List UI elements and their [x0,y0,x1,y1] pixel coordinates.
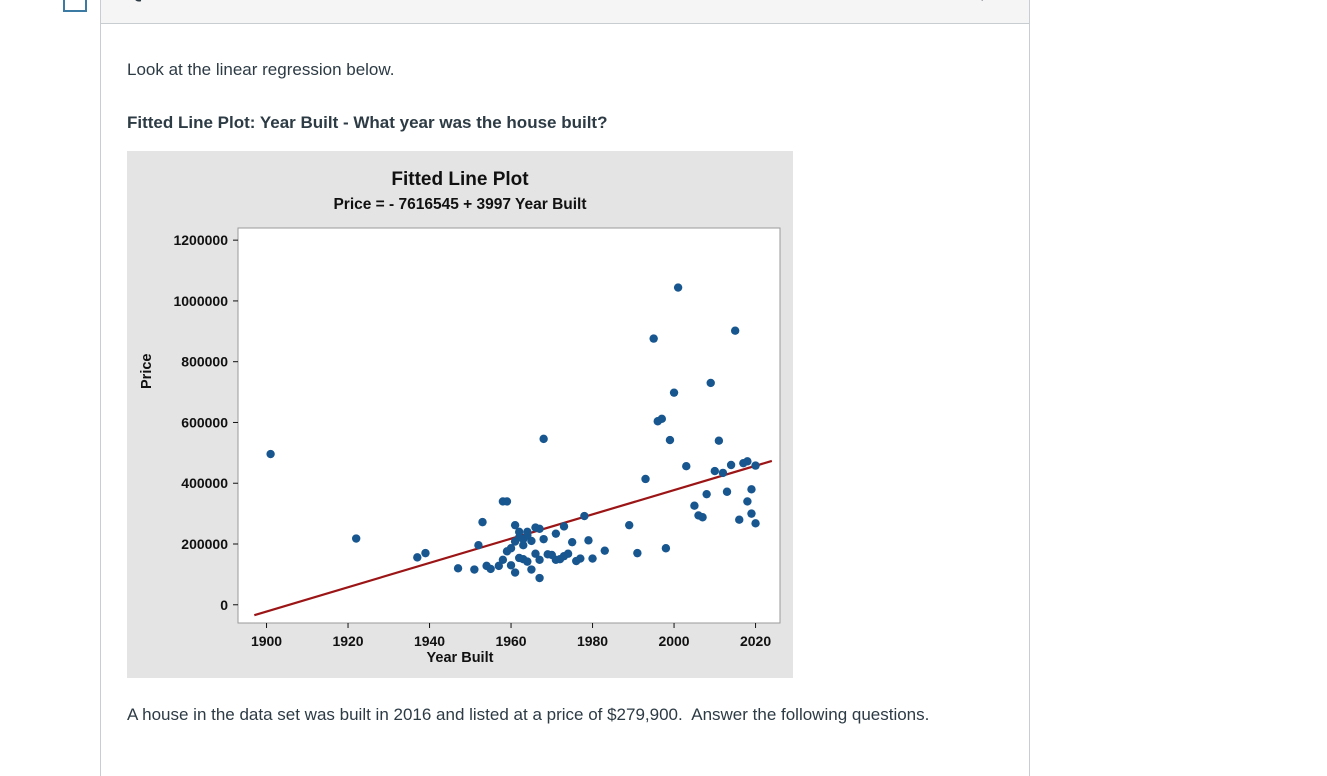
scatter-point [584,536,593,545]
scatter-point [665,436,675,445]
scatter-point [751,519,760,528]
scatter-point [510,521,520,530]
x-tick-label: 2000 [658,633,689,649]
scatter-point [527,565,536,575]
scatter-point [523,557,532,567]
scatter-point [673,283,683,293]
scatter-point [351,534,361,544]
y-tick-label: 1000000 [173,293,228,309]
scatter-point [641,475,650,484]
scatter-point [519,541,528,550]
scatter-point [531,549,540,559]
scatter-point [747,509,756,519]
scatter-point [567,538,577,547]
scatter-point [498,555,508,565]
scatter-point [718,468,728,478]
scatter-point [702,490,711,499]
scatter-point [527,537,536,546]
x-tick-label: 1900 [251,633,282,649]
scatter-point [502,497,512,506]
scatter-point [743,497,752,506]
x-tick-label: 1940 [414,633,445,649]
scatter-point [539,535,548,544]
scatter-point [751,461,760,471]
scatter-point [478,518,487,527]
scatter-point [661,544,671,553]
scatter-point [514,527,524,537]
scatter-point [563,549,573,559]
scatter-point [669,388,679,398]
scatter-point [747,485,756,494]
question-body: Look at the linear regression below. Fit… [101,24,1029,776]
y-tick-label: 800000 [181,354,228,370]
y-tick-label: 0 [220,597,228,613]
scatter-point [535,555,544,565]
scatter-point [510,568,520,578]
scatter-point [576,554,585,564]
scatter-point [722,487,732,497]
scatter-point [710,467,719,476]
scatter-point [600,546,609,556]
question-points: 2 pts [966,0,1003,2]
x-tick-label: 1920 [332,633,363,649]
scatter-point [523,527,532,537]
scatter-point [730,326,740,336]
scatter-point [559,522,569,531]
x-tick-label: 2020 [740,633,771,649]
question-title: Question 5 [127,0,237,3]
scatter-point [535,524,544,534]
prompt-heading: Fitted Line Plot: Year Built - What year… [127,112,608,132]
chart-subtitle: Price = - 7616545 + 3997 Year Built [333,196,587,214]
scatter-point [266,450,275,459]
y-tick-label: 400000 [181,476,228,492]
scatter-point [649,334,658,344]
scatter-point [625,521,634,530]
scatter-point [714,436,724,446]
scatter-point [735,515,744,525]
y-tick-label: 600000 [181,415,228,431]
scatter-plot-canvas: 0 200000 400000 600000 800000 1000000 1200000 1… [173,227,781,649]
chart-title: Fitted Line Plot [391,169,529,191]
scatter-point [535,574,544,583]
scatter-point [470,565,479,575]
scatter-point [506,561,516,570]
scatter-point [551,529,561,539]
scatter-point [421,549,430,558]
x-tick-label: 1980 [577,633,608,649]
scatter-point [413,553,422,562]
plot-frame [237,227,781,624]
x-tick-label: 1960 [495,633,526,649]
scatter-point [486,564,495,574]
page-outline-icon [62,0,88,12]
question-card: Question 5 2 pts Look at the linear regr… [100,0,1030,776]
scatter-point [453,564,463,573]
scatter-point [494,561,504,571]
x-axis-label: Year Built [426,650,494,667]
scatter-point [580,512,589,521]
scatter-point [726,461,736,470]
y-tick-label: 200000 [181,536,228,552]
prompt-intro: Look at the linear regression below. [127,60,395,79]
y-tick-label: 1200000 [173,232,228,248]
question-header: Question 5 2 pts [101,0,1029,24]
scatter-point [588,554,597,564]
scatter-point [539,434,548,444]
scatter-point [506,544,516,553]
prompt-after: A house in the data set was built in 201… [127,705,930,725]
scatter-point [474,541,483,550]
fitted-line-plot-figure: Fitted Line Plot Price = - 7616545 + 399… [127,151,793,679]
scatter-point [743,457,752,466]
scatter-point [690,501,699,511]
scatter-point [633,549,642,558]
scatter-point [682,462,691,471]
scatter-point [706,379,715,388]
scatter-point [657,414,667,424]
scatter-point [698,513,707,522]
